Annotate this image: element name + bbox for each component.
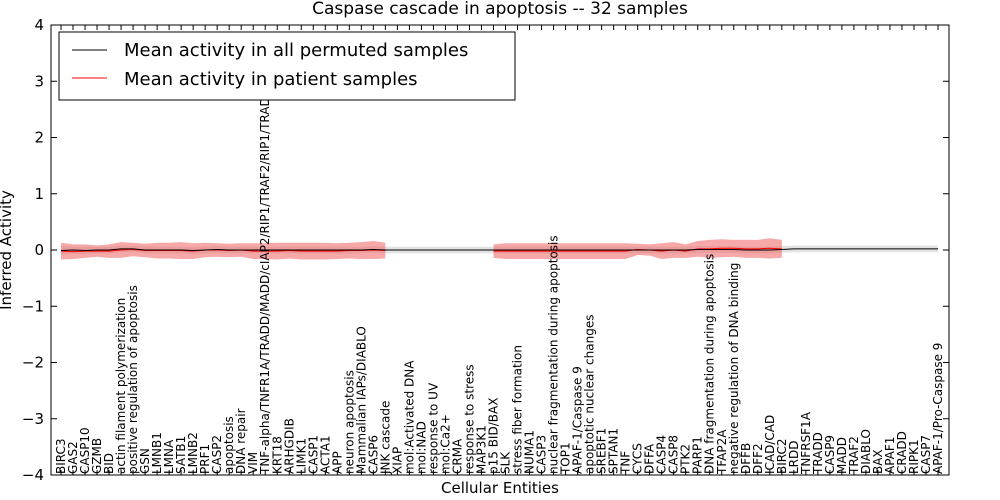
chart-title: Caspase cascade in apoptosis -- 32 sampl… <box>312 0 688 19</box>
y-tick-label: −1 <box>22 297 44 315</box>
x-tick-label: DFFB <box>739 443 753 474</box>
x-tick-label: CASP4 <box>655 435 669 474</box>
x-tick-label: negative regulation of DNA binding <box>727 263 741 474</box>
x-tick-label: TNF <box>619 451 633 475</box>
x-tick-label: RIPK1 <box>907 439 921 474</box>
x-tick-label: XIAP <box>390 447 404 474</box>
x-tick-label: DIABLO <box>859 429 873 474</box>
x-tick-label: DNA repair <box>234 408 248 474</box>
x-tick-label: mol:Ca2+ <box>438 414 452 474</box>
x-tick-label: TRAF2 <box>847 436 861 475</box>
x-tick-label: BIRC2 <box>775 438 789 474</box>
x-tick-label: CASP2 <box>210 435 224 474</box>
x-tick-label: response to UV <box>426 382 440 474</box>
x-tick-label: APAF-1/Caspase 9 <box>571 366 585 474</box>
x-tick-label: KRT18 <box>270 436 284 474</box>
x-tick-label: CRADD <box>895 431 909 474</box>
x-tick-label: SPTAN1 <box>607 428 621 474</box>
x-tick-label: NUMA1 <box>523 430 537 474</box>
legend-frame <box>58 31 516 101</box>
line-permuted-0 <box>60 248 938 252</box>
y-tick-label: 0 <box>34 241 44 259</box>
x-tick-label: CASP9 <box>823 435 837 474</box>
x-tick-label: CASP7 <box>919 435 933 474</box>
y-tick-label: 4 <box>34 16 44 34</box>
x-tick-label: stress fiber formation <box>511 345 525 474</box>
x-tick-label: apoptosis <box>222 416 236 474</box>
x-axis-label: Cellular Entities <box>441 479 559 497</box>
x-tick-label: GZMB <box>90 438 104 474</box>
x-tick-label: SATB1 <box>174 436 188 474</box>
y-tick-label: 1 <box>34 185 44 203</box>
x-tick-label: DNA fragmentation during apoptosis <box>703 254 717 474</box>
legend: Mean activity in all permuted samples Me… <box>58 31 516 101</box>
x-tick-label: ICAD/CAD <box>763 415 777 474</box>
x-tick-label: APAF-1/Pro-Caspase 9 <box>931 343 945 474</box>
x-tick-label: mol:Activated DNA <box>402 360 416 474</box>
x-tick-label: nuclear fragmentation during apoptosis <box>547 235 561 474</box>
y-tick-label: −3 <box>22 410 44 428</box>
x-tick-label: APP <box>330 451 344 474</box>
x-tick-label: BAX <box>871 449 885 474</box>
x-tick-label: p15 BID/BAX <box>486 398 500 474</box>
x-tick-label: apoptotic nuclear changes <box>583 315 597 474</box>
y-tick-label: 2 <box>34 129 44 147</box>
x-tick-label: LIMK1 <box>294 438 308 474</box>
y-tick-label: −2 <box>22 354 44 372</box>
x-tick-label: LRDD <box>787 440 801 474</box>
x-tick-label: TFAP2A <box>715 429 729 475</box>
x-tick-label: neuron apoptosis <box>342 370 356 474</box>
x-tick-label: CASP10 <box>78 427 92 474</box>
x-tick-label: CASP8 <box>667 435 681 474</box>
legend-entry-permuted: Mean activity in all permuted samples <box>124 40 468 61</box>
x-tick-label: MADD <box>835 437 849 474</box>
x-tick-label: mol:NAD <box>414 421 428 474</box>
y-axis-label: Inferred Activity <box>0 190 15 310</box>
x-tick-label: BIRC3 <box>54 438 68 474</box>
x-tick-label: DFF2 <box>751 443 765 474</box>
x-tick-label: VIM <box>246 452 260 474</box>
x-tick-label: GAS2 <box>66 441 80 474</box>
x-tick-label: CRMA <box>450 438 464 474</box>
x-tick-label: JNK cascade <box>378 401 392 475</box>
x-tick-label: LMNA <box>162 439 176 474</box>
x-tick-label: response to stress <box>462 364 476 474</box>
x-tick-label: CASP6 <box>366 435 380 474</box>
x-tick-label: positive regulation of apoptosis <box>126 285 140 474</box>
line-patient-1 <box>493 247 782 252</box>
x-tick-label: TNF-alpha/TNFR1A/TRADD/MADD/cIAP2/RIP1/T… <box>258 88 272 475</box>
x-tick-label: TOP1 <box>559 442 573 475</box>
x-tick-label: PRF1 <box>198 444 212 474</box>
x-tick-label: SLK <box>499 451 513 474</box>
x-tick-label: MAP3K1 <box>474 425 488 474</box>
x-tick-label: SREBF1 <box>595 428 609 474</box>
x-tick-label: GSN <box>138 448 152 474</box>
x-tick-label: CYCS <box>631 443 645 474</box>
x-tick-label: ACTA1 <box>318 435 332 474</box>
x-tick-label: TRADD <box>811 432 825 475</box>
line-patient-0 <box>60 248 386 253</box>
plot-area <box>60 238 938 260</box>
x-tick-label: CASP1 <box>306 435 320 474</box>
y-tick-label: 3 <box>34 72 44 90</box>
x-tick-label: TNFRSF1A <box>799 411 813 475</box>
x-tick-label: Mammalian IAPs/DIABLO <box>354 326 368 474</box>
x-tick-label: APAF1 <box>883 437 897 474</box>
x-tick-label: ARHGDIB <box>282 418 296 474</box>
x-tick-label: CASP3 <box>535 435 549 474</box>
y-axis: −4 −3 −2 −1 0 1 2 3 4 <box>22 16 949 484</box>
x-tick-label: LMNB2 <box>186 432 200 474</box>
x-tick-label: PTK2 <box>679 444 693 474</box>
x-tick-label: BID <box>102 453 116 474</box>
band-patient-1 <box>493 238 782 259</box>
x-tick-label: PARP1 <box>691 436 705 474</box>
y-tick-label: −4 <box>22 466 44 484</box>
x-tick-label: actin filament polymerization <box>114 298 128 474</box>
x-tick-label: LMNB1 <box>150 432 164 474</box>
x-tick-label: DFFA <box>643 443 657 474</box>
legend-entry-patient: Mean activity in patient samples <box>124 69 418 90</box>
